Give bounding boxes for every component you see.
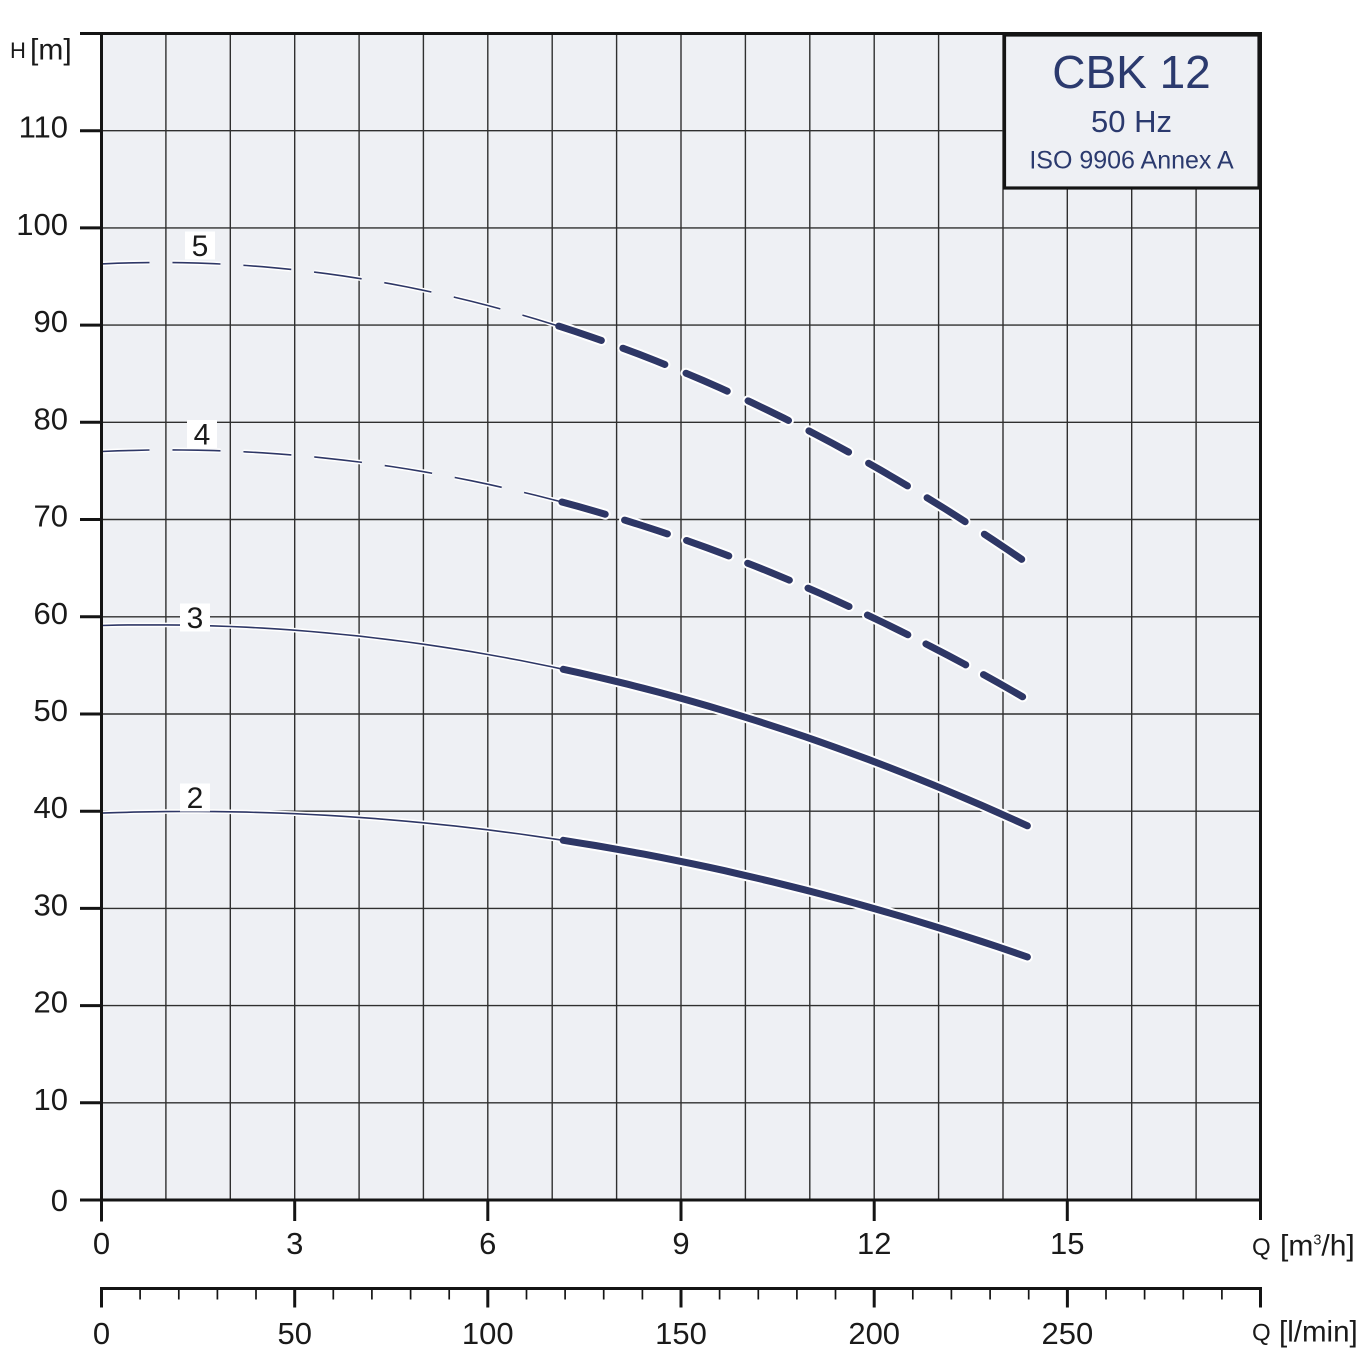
svg-text:Q: Q	[1252, 1234, 1271, 1261]
svg-text:100: 100	[16, 207, 68, 242]
svg-text:H: H	[10, 38, 26, 63]
svg-text:50: 50	[34, 693, 68, 728]
svg-text:50: 50	[277, 1316, 311, 1351]
svg-text:30: 30	[34, 887, 68, 922]
svg-text:0: 0	[51, 1183, 68, 1218]
svg-text:3: 3	[187, 602, 204, 635]
svg-text:3: 3	[286, 1226, 303, 1261]
svg-text:2: 2	[187, 782, 204, 815]
svg-text:Q: Q	[1252, 1320, 1271, 1347]
svg-text:60: 60	[34, 596, 68, 631]
svg-text:15: 15	[1050, 1226, 1084, 1261]
svg-text:150: 150	[655, 1316, 707, 1351]
svg-text:90: 90	[34, 304, 68, 339]
svg-text:CBK 12: CBK 12	[1052, 46, 1211, 98]
svg-text:200: 200	[848, 1316, 900, 1351]
svg-text:0: 0	[93, 1226, 110, 1261]
svg-text:250: 250	[1042, 1316, 1094, 1351]
svg-text:50 Hz: 50 Hz	[1091, 104, 1172, 139]
svg-text:0: 0	[93, 1316, 110, 1351]
svg-text:80: 80	[34, 401, 68, 436]
svg-text:[m]: [m]	[30, 34, 72, 67]
svg-text:9: 9	[672, 1226, 689, 1261]
svg-text:110: 110	[19, 110, 68, 145]
svg-text:20: 20	[34, 985, 68, 1020]
svg-text:5: 5	[192, 230, 209, 263]
svg-text:6: 6	[479, 1226, 496, 1261]
svg-text:[l/min]: [l/min]	[1279, 1316, 1358, 1349]
svg-text:ISO 9906 Annex A: ISO 9906 Annex A	[1029, 147, 1234, 175]
svg-text:12: 12	[857, 1226, 891, 1261]
svg-text:4: 4	[194, 419, 211, 452]
svg-text:40: 40	[34, 790, 68, 825]
svg-text:100: 100	[462, 1316, 514, 1351]
svg-text:70: 70	[34, 499, 68, 534]
svg-text:10: 10	[34, 1082, 68, 1117]
